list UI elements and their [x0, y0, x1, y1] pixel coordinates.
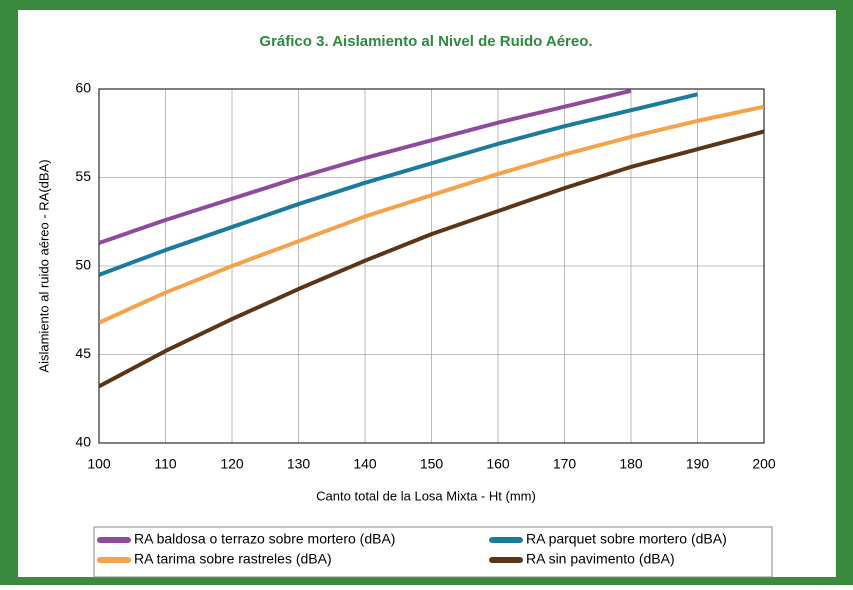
panel [18, 10, 836, 577]
y-tick-label: 40 [75, 434, 91, 450]
x-tick-label: 120 [220, 456, 244, 472]
series-line [99, 129, 764, 389]
plot-border [98, 88, 765, 444]
x-tick-label: 100 [87, 456, 111, 472]
x-tick-label: 190 [686, 456, 710, 472]
x-tick-label: 110 [154, 456, 177, 472]
y-tick-label: 60 [75, 80, 91, 96]
x-tick-label: 180 [619, 456, 643, 472]
x-tick-label: 160 [486, 456, 510, 472]
legend-label: RA parquet sobre mortero (dBA) [526, 531, 727, 547]
y-tick-label: 55 [75, 168, 91, 184]
series-line [99, 92, 698, 277]
x-tick-label: 140 [353, 456, 377, 472]
series-line [99, 89, 632, 245]
legend-label: RA baldosa o terrazo sobre mortero (dBA) [134, 531, 395, 547]
legend-label: RA tarima sobre rastreles (dBA) [134, 551, 332, 567]
y-axis-label: Aislamiento al ruido aéreo - RA(dBA) [36, 159, 51, 372]
chart-title: Gráfico 3. Aislamiento al Nivel de Ruido… [259, 33, 592, 50]
x-axis-label: Canto total de la Losa Mixta - Ht (mm) [316, 488, 536, 503]
y-tick-label: 50 [75, 257, 91, 273]
legend-box [93, 526, 773, 578]
x-tick-label: 130 [287, 456, 311, 472]
x-tick-label: 200 [752, 456, 776, 472]
series-line [99, 104, 764, 325]
x-tick-label: 170 [553, 456, 577, 472]
legend-label: RA sin pavimento (dBA) [526, 551, 675, 567]
x-tick-label: 150 [420, 456, 444, 472]
y-tick-label: 45 [75, 345, 91, 361]
